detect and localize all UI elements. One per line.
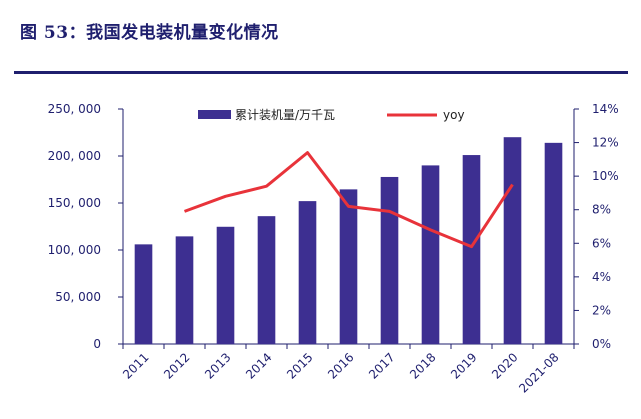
right-tick-label: 10% [592, 169, 619, 183]
right-tick-label: 2% [592, 303, 611, 317]
right-tick-label: 14% [592, 102, 619, 116]
left-tick-label: 50, 000 [55, 290, 101, 304]
x-tick-label: 2013 [202, 350, 233, 381]
left-tick-label: 0 [93, 337, 101, 351]
x-tick-label: 2014 [243, 350, 274, 381]
left-tick-label: 100, 000 [48, 243, 101, 257]
bar [462, 155, 481, 344]
x-tick-label: 2018 [407, 350, 438, 381]
bar [298, 201, 317, 344]
right-tick-label: 0% [592, 337, 611, 351]
left-tick-label: 150, 000 [48, 196, 101, 210]
left-tick-label: 200, 000 [48, 149, 101, 163]
legend-line-label: yoy [443, 108, 465, 122]
legend-bar-swatch [198, 110, 231, 119]
right-tick-label: 8% [592, 203, 611, 217]
bar [216, 226, 235, 344]
title-divider [14, 71, 628, 74]
bar [544, 142, 563, 344]
x-tick-label: 2011 [120, 350, 151, 381]
bar [503, 137, 522, 344]
right-tick-label: 4% [592, 270, 611, 284]
x-tick-label: 2012 [161, 350, 192, 381]
legend-bar-label: 累计装机量/万千瓦 [235, 108, 335, 122]
x-tick-label: 2017 [366, 350, 397, 381]
left-tick-label: 250, 000 [48, 102, 101, 116]
bar [257, 216, 276, 344]
chart-title: 图 53：我国发电装机量变化情况 [20, 23, 279, 43]
x-tick-label: 2019 [448, 350, 479, 381]
bar [421, 165, 440, 344]
x-tick-label: 2020 [489, 350, 520, 381]
x-tick-label: 2015 [284, 350, 315, 381]
bar [175, 236, 194, 344]
right-tick-label: 12% [592, 136, 619, 150]
bar [380, 176, 399, 344]
x-tick-label: 2016 [325, 350, 356, 381]
bar [339, 189, 358, 344]
x-tick-label: 2021-08 [516, 350, 561, 395]
right-tick-label: 6% [592, 236, 611, 250]
bar [134, 244, 153, 344]
